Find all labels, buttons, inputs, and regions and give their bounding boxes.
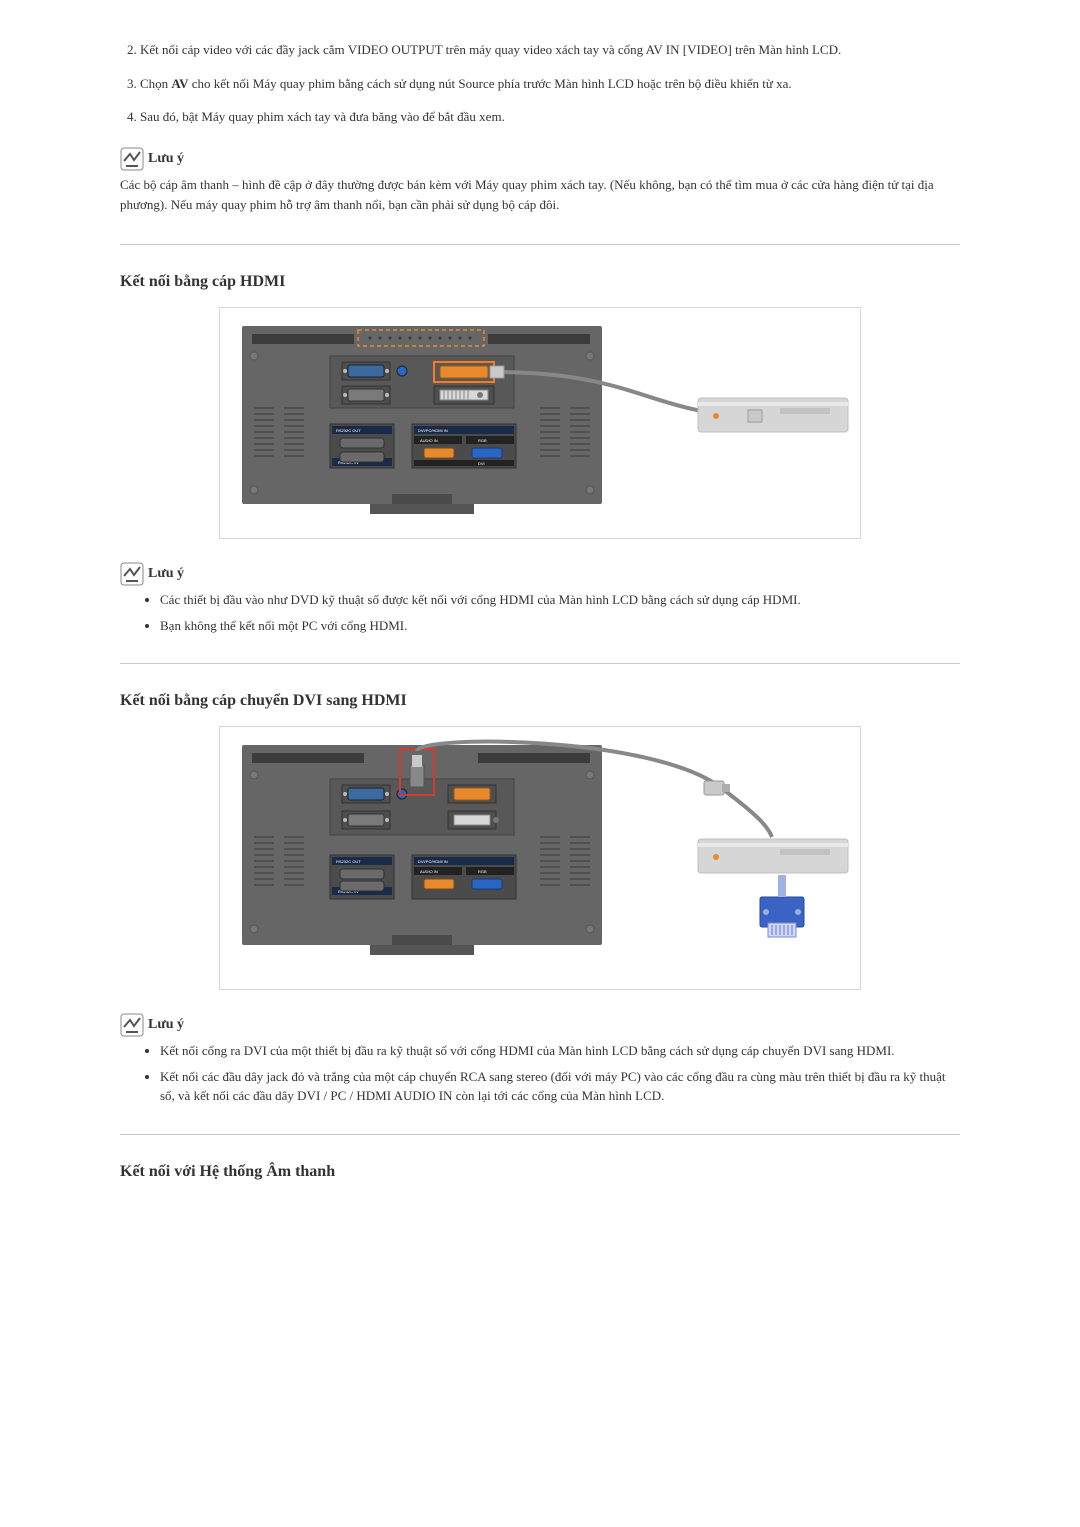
note-1-header: Lưu ý [120,147,960,171]
note-icon [120,1013,144,1037]
note-icon [120,147,144,171]
svg-text:RS232C OUT: RS232C OUT [336,859,361,864]
figure-dvi: RS232C OUT RS232C IN DVI/PC/HDMI IN AUDI… [120,726,960,993]
step-2: Kết nối cáp video với các đầy jack cắm V… [140,40,960,60]
svg-text:AUDIO IN: AUDIO IN [420,438,438,443]
section-audio-title: Kết nối với Hệ thống Âm thanh [120,1163,960,1181]
step-3: Chọn AV cho kết nối Máy quay phim bằng c… [140,74,960,94]
dvi-diagram-svg: RS232C OUT RS232C IN DVI/PC/HDMI IN AUDI… [220,727,860,989]
separator-1 [120,244,960,245]
note-icon [120,562,144,586]
note-2-header: Lưu ý [120,562,960,586]
note-2-item-1: Các thiết bị đầu vào như DVD kỹ thuật số… [160,590,960,610]
step-4-text: Sau đó, bật Máy quay phim xách tay và đư… [140,109,505,124]
note-3-list: Kết nối cổng ra DVI của một thiết bị đầu… [120,1041,960,1106]
section-dvi-title: Kết nối bằng cáp chuyển DVI sang HDMI [120,692,960,710]
hdmi-diagram-svg: RS232C OUT RS232C IN DVI/PC/HDMI IN AUDI… [220,308,860,538]
figure-hdmi: RS232C OUT RS232C IN DVI/PC/HDMI IN AUDI… [120,307,960,542]
svg-text:DVI/PC/HDMI IN: DVI/PC/HDMI IN [418,428,448,433]
svg-text:AUDIO IN: AUDIO IN [420,869,438,874]
instruction-steps: Kết nối cáp video với các đầy jack cắm V… [120,40,960,127]
svg-text:DVI/PC/HDMI IN: DVI/PC/HDMI IN [418,859,448,864]
note-2-item-2: Bạn không thể kết nối một PC với cổng HD… [160,616,960,636]
note-2-label: Lưu ý [148,566,184,582]
svg-text:RS232C OUT: RS232C OUT [336,428,361,433]
note-3-header: Lưu ý [120,1013,960,1037]
separator-3 [120,1134,960,1135]
note-3-item-1: Kết nối cổng ra DVI của một thiết bị đầu… [160,1041,960,1061]
svg-text:RGB: RGB [478,869,487,874]
note-2-list: Các thiết bị đầu vào như DVD kỹ thuật số… [120,590,960,635]
step-3-bold: AV [171,76,188,91]
svg-text:RGB: RGB [478,438,487,443]
step-4: Sau đó, bật Máy quay phim xách tay và đư… [140,107,960,127]
separator-2 [120,663,960,664]
section-hdmi-title: Kết nối bằng cáp HDMI [120,273,960,291]
note-1-body: Các bộ cáp âm thanh – hình đề cập ở đây … [120,175,960,217]
step-2-text: Kết nối cáp video với các đầy jack cắm V… [140,42,841,57]
note-1-label: Lưu ý [148,151,184,167]
note-3-label: Lưu ý [148,1017,184,1033]
note-3-item-2: Kết nối các đầu dây jack đỏ và trắng của… [160,1067,960,1106]
svg-text:DVI: DVI [478,461,485,466]
